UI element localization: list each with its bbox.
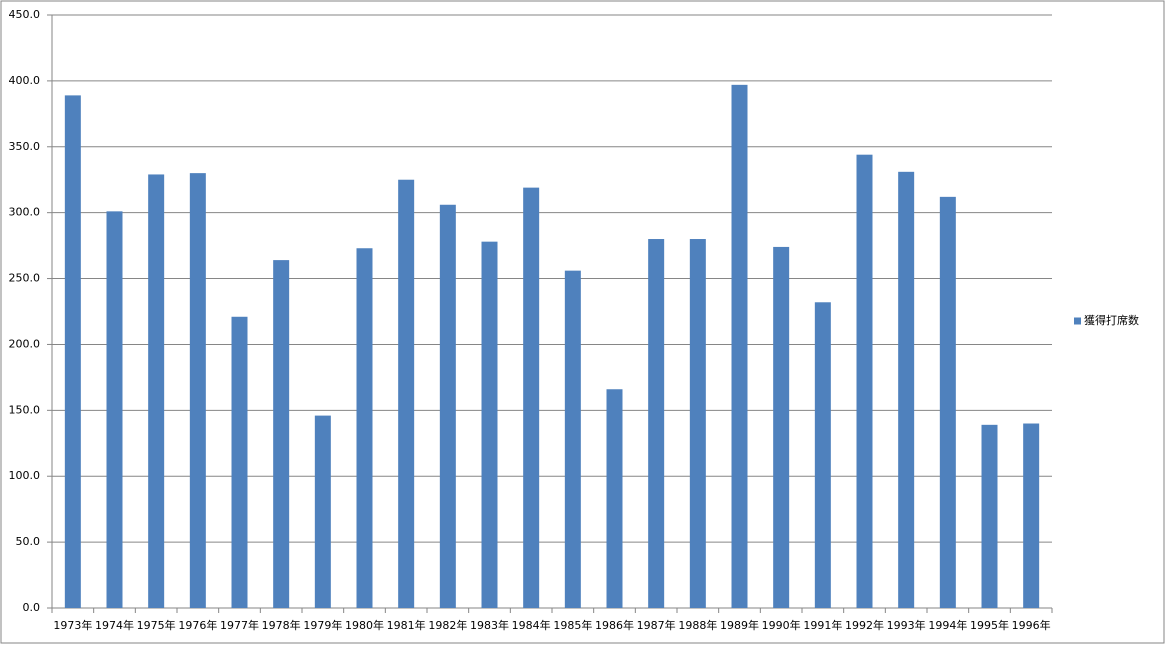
y-tick-label: 100.0 bbox=[9, 469, 41, 482]
bar bbox=[523, 187, 540, 608]
bar bbox=[314, 415, 331, 608]
x-tick-label: 1989年 bbox=[720, 618, 759, 632]
x-tick-label: 1992年 bbox=[845, 618, 884, 632]
x-tick-label: 1984年 bbox=[512, 618, 551, 632]
legend-label: 獲得打席数 bbox=[1084, 313, 1139, 327]
bar bbox=[398, 179, 415, 608]
x-tick-label: 1996年 bbox=[1012, 618, 1051, 632]
x-tick-label: 1986年 bbox=[595, 618, 634, 632]
y-tick-label: 200.0 bbox=[9, 337, 41, 350]
x-tick-label: 1990年 bbox=[762, 618, 801, 632]
bar bbox=[481, 241, 498, 608]
x-tick-label: 1982年 bbox=[428, 618, 467, 632]
y-tick-label: 250.0 bbox=[9, 272, 41, 285]
bar bbox=[939, 196, 956, 608]
x-tick-label: 1980年 bbox=[345, 618, 384, 632]
bar bbox=[1023, 423, 1040, 608]
bar bbox=[231, 316, 248, 608]
y-tick-label: 400.0 bbox=[9, 74, 41, 87]
x-tick-label: 1988年 bbox=[678, 618, 717, 632]
y-tick-label: 450.0 bbox=[9, 8, 41, 21]
bar bbox=[189, 173, 206, 608]
bar bbox=[856, 154, 873, 608]
bar bbox=[648, 239, 665, 608]
y-tick-label: 0.0 bbox=[23, 601, 41, 614]
bar bbox=[273, 260, 290, 608]
y-tick-label: 150.0 bbox=[9, 403, 41, 416]
x-tick-label: 1993年 bbox=[887, 618, 926, 632]
x-tick-label: 1979年 bbox=[303, 618, 342, 632]
bar bbox=[64, 95, 81, 608]
x-tick-label: 1977年 bbox=[220, 618, 259, 632]
bar bbox=[981, 424, 998, 608]
x-tick-label: 1976年 bbox=[178, 618, 217, 632]
y-tick-label: 350.0 bbox=[9, 140, 41, 153]
bar bbox=[564, 270, 581, 608]
bar bbox=[356, 248, 373, 608]
legend-swatch bbox=[1074, 317, 1081, 325]
bar bbox=[731, 84, 748, 608]
x-tick-label: 1994年 bbox=[928, 618, 967, 632]
bar bbox=[439, 204, 456, 608]
bar bbox=[773, 246, 790, 608]
bar bbox=[606, 389, 623, 608]
x-tick-label: 1985年 bbox=[553, 618, 592, 632]
x-tick-label: 1995年 bbox=[970, 618, 1009, 632]
bar bbox=[106, 211, 123, 609]
bar bbox=[898, 171, 915, 608]
x-tick-label: 1991年 bbox=[803, 618, 842, 632]
x-tick-label: 1978年 bbox=[262, 618, 301, 632]
x-tick-label: 1975年 bbox=[137, 618, 176, 632]
bar bbox=[148, 174, 165, 608]
x-tick-label: 1973年 bbox=[53, 618, 92, 632]
bar bbox=[689, 239, 706, 608]
x-tick-label: 1983年 bbox=[470, 618, 509, 632]
x-tick-label: 1987年 bbox=[637, 618, 676, 632]
y-tick-label: 300.0 bbox=[9, 206, 41, 219]
x-tick-label: 1974年 bbox=[95, 618, 134, 632]
bar bbox=[814, 302, 831, 608]
y-tick-label: 50.0 bbox=[16, 535, 41, 548]
x-tick-label: 1981年 bbox=[387, 618, 426, 632]
